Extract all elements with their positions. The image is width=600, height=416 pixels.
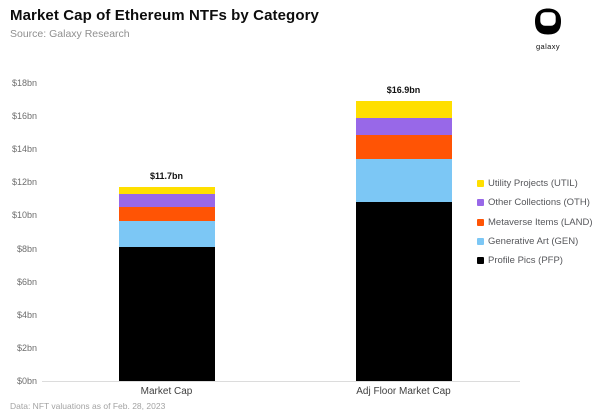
bar-segment bbox=[355, 101, 452, 118]
legend-label: Generative Art (GEN) bbox=[488, 235, 579, 247]
y-tick-label: $18bn bbox=[11, 78, 37, 88]
bar-total-label: $11.7bn bbox=[149, 171, 184, 182]
legend-item: Generative Art (GEN) bbox=[477, 236, 578, 247]
x-axis-baseline bbox=[42, 381, 520, 382]
galaxy-helmet-icon bbox=[534, 8, 562, 40]
y-tick-label: $12bn bbox=[11, 177, 37, 188]
legend-item: Utility Projects (UTIL) bbox=[477, 178, 578, 189]
y-tick-label: $6bn bbox=[16, 276, 37, 287]
bar-segment bbox=[118, 246, 215, 381]
page-title: Market Cap of Ethereum NTFs by Category bbox=[10, 7, 319, 24]
legend-label: Utility Projects (UTIL) bbox=[488, 178, 578, 189]
legend-swatch bbox=[477, 237, 484, 245]
legend-label: Other Collections (OTH) bbox=[488, 197, 590, 209]
legend-swatch bbox=[477, 199, 484, 207]
bar-segment bbox=[118, 187, 215, 194]
x-category-label: Adj Floor Market Cap bbox=[356, 386, 451, 397]
bar-segment bbox=[355, 135, 452, 160]
legend-swatch bbox=[477, 180, 484, 187]
y-tick-label: $2bn bbox=[16, 342, 37, 353]
legend-label: Profile Pics (PFP) bbox=[488, 255, 563, 267]
y-tick-label: $16bn bbox=[11, 111, 37, 122]
x-category-label: Market Cap bbox=[140, 386, 193, 397]
y-tick-label: $8bn bbox=[16, 243, 37, 254]
bar-segment bbox=[355, 202, 452, 381]
bar-segment bbox=[118, 221, 215, 247]
legend-swatch bbox=[477, 218, 484, 226]
y-tick-label: $10bn bbox=[11, 210, 37, 221]
bar-segment bbox=[118, 207, 215, 222]
galaxy-logo-text: galaxy bbox=[535, 42, 561, 51]
legend-item: Profile Pics (PFP) bbox=[477, 255, 563, 266]
legend-swatch bbox=[477, 257, 484, 265]
legend-item: Metaverse Items (LAND) bbox=[477, 217, 593, 228]
bar-segment bbox=[118, 193, 215, 208]
y-tick-label: $4bn bbox=[16, 309, 37, 320]
galaxy-logo: galaxy bbox=[528, 8, 568, 51]
data-footnote: Data: NFT valuations as of Feb. 28, 2023 bbox=[10, 401, 166, 411]
bar-segment bbox=[355, 117, 452, 136]
bar-total-label: $16.9bn bbox=[386, 85, 421, 96]
legend-label: Metaverse Items (LAND) bbox=[488, 216, 593, 228]
bar-segment bbox=[355, 159, 452, 203]
chart-source-subtitle: Source: Galaxy Research bbox=[10, 28, 130, 40]
y-tick-label: $0bn bbox=[16, 376, 37, 386]
legend-item: Other Collections (OTH) bbox=[477, 197, 590, 208]
y-tick-label: $14bn bbox=[11, 144, 37, 155]
